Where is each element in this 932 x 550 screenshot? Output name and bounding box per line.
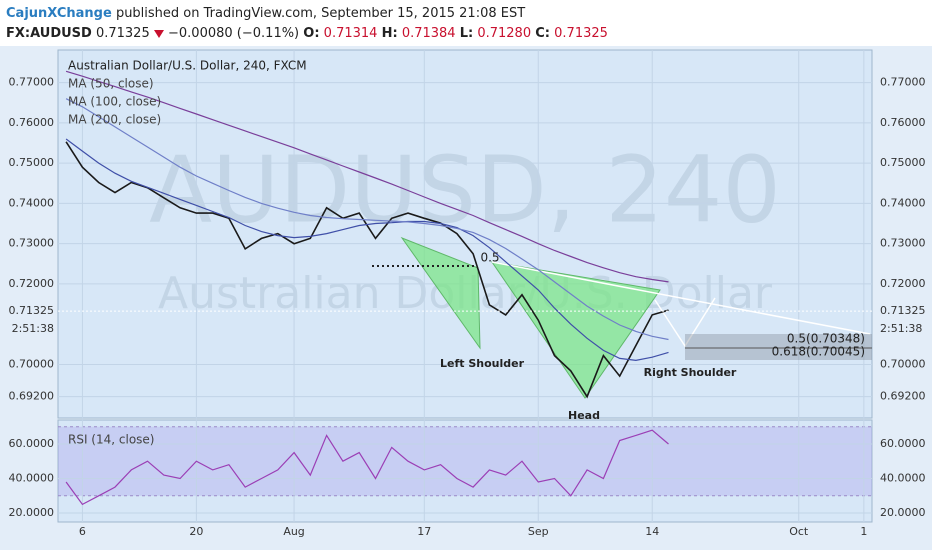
watermark: AUDUSD, 240 <box>149 136 781 243</box>
rsi-band <box>58 426 872 496</box>
change: −0.00080 (−0.11%) <box>168 26 300 41</box>
right-shoulder-lines <box>654 297 716 348</box>
open: 0.71314 <box>323 26 378 41</box>
x-tick-label: 6 <box>79 525 86 538</box>
countdown-left: 2:51:38 <box>12 322 54 335</box>
y-tick-label-right: 0.69200 <box>880 390 926 403</box>
annotation: Right Shoulder <box>644 366 737 379</box>
legend-entry: MA (50, close) <box>68 77 154 91</box>
o-label: O: <box>303 26 320 41</box>
annotation: Left Shoulder <box>440 357 525 370</box>
y-tick-label-left: 0.74000 <box>9 196 55 209</box>
y-tick-label-right: 0.74000 <box>880 196 926 209</box>
series-line <box>65 98 669 341</box>
x-tick-label: Sep <box>528 525 549 538</box>
y-tick-label-left: 40.0000 <box>9 472 55 485</box>
h-label: H: <box>381 26 398 41</box>
x-tick-label: Aug <box>283 525 304 538</box>
annotation: 0.618(0.70045) <box>772 345 865 359</box>
legend-entry: MA (100, close) <box>68 95 161 109</box>
y-tick-label-right: 20.0000 <box>880 506 926 519</box>
left-shoulder-triangle <box>400 236 481 350</box>
chart-title: Australian Dollar/U.S. Dollar, 240, FXCM <box>68 59 307 73</box>
price: 0.71325 <box>95 26 150 41</box>
low: 0.71280 <box>477 26 532 41</box>
y-tick-label-left: 0.77000 <box>9 76 55 89</box>
annotation: 0.5(0.70348) <box>787 332 865 346</box>
x-tick-label: 20 <box>189 525 203 538</box>
y-tick-label-right: 0.77000 <box>880 76 926 89</box>
l-label: L: <box>459 26 474 41</box>
x-tick-label: Oct <box>789 525 809 538</box>
y-tick-label-left: 20.0000 <box>9 506 55 519</box>
y-tick-label-left: 0.72000 <box>9 277 55 290</box>
y-tick-label-right: 0.72000 <box>880 277 926 290</box>
last-price-label-right: 0.71325 <box>880 304 926 317</box>
y-tick-label-left: 0.76000 <box>9 116 55 129</box>
head-triangle <box>490 261 661 399</box>
chart: AUDUSD, 240 Australian Dollar/U.S. Dollar… <box>0 46 932 550</box>
series-line <box>65 70 669 283</box>
header-line-2: FX:AUDUSD 0.71325 −0.00080 (−0.11%) O: 0… <box>6 24 608 44</box>
annotation: Head <box>568 409 600 422</box>
y-tick-label-left: 0.73000 <box>9 237 55 250</box>
y-tick-label-right: 0.73000 <box>880 237 926 250</box>
y-tick-label-left: 0.70000 <box>9 357 55 370</box>
y-tick-label-right: 0.75000 <box>880 156 926 169</box>
symbol: FX:AUDUSD <box>6 26 92 41</box>
rsi-pane <box>57 419 873 523</box>
published: published on TradingView.com, September … <box>115 6 526 21</box>
y-tick-label-left: 0.69200 <box>9 390 55 403</box>
y-tick-label-right: 40.0000 <box>880 472 926 485</box>
y-tick-label-left: 0.75000 <box>9 156 55 169</box>
x-tick-label: 17 <box>417 525 431 538</box>
publisher[interactable]: CajunXChange <box>6 6 112 21</box>
price-pane <box>57 49 873 419</box>
series-line <box>65 141 669 399</box>
y-tick-label-right: 0.70000 <box>880 357 926 370</box>
c-label: C: <box>535 26 550 41</box>
y-tick-label-right: 0.76000 <box>880 116 926 129</box>
high: 0.71384 <box>401 26 456 41</box>
y-tick-label-right: 60.0000 <box>880 437 926 450</box>
neckline <box>491 261 871 335</box>
down-arrow <box>153 29 164 38</box>
x-tick-label: 1 <box>860 525 867 538</box>
fib-box <box>685 334 872 360</box>
annotation: 0.5 <box>480 251 499 265</box>
rsi-title: RSI (14, close) <box>68 433 154 447</box>
legend-entry: MA (200, close) <box>68 113 161 127</box>
header-line-1: CajunXChange published on TradingView.co… <box>6 4 608 24</box>
series-line <box>65 138 669 362</box>
x-tick-label: 14 <box>645 525 659 538</box>
header: CajunXChange published on TradingView.co… <box>6 4 608 44</box>
countdown-right: 2:51:38 <box>880 322 922 335</box>
last-price-label-left: 0.71325 <box>9 304 55 317</box>
y-tick-label-left: 60.0000 <box>9 437 55 450</box>
close: 0.71325 <box>554 26 608 41</box>
series-line <box>65 429 669 506</box>
